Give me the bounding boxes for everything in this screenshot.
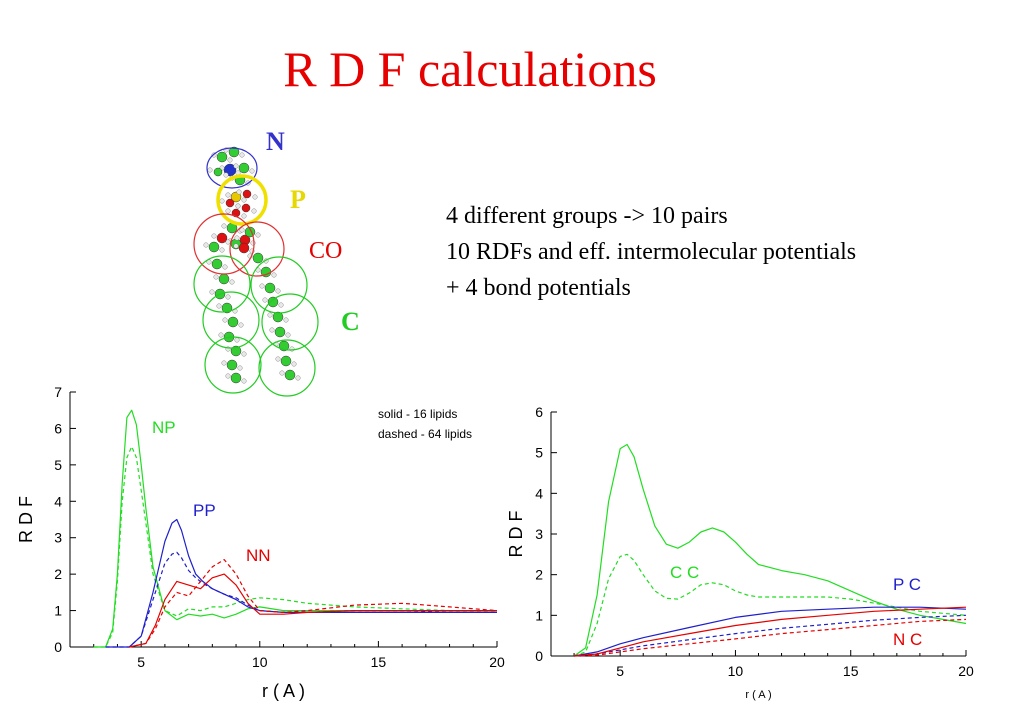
x-tick-label: 20 [489,654,505,670]
x-tick-label: 5 [137,654,145,670]
y-tick-label: 2 [535,567,543,583]
x-tick-label: 10 [728,663,744,679]
y-tick-label: 5 [535,445,543,461]
chart-marks [573,443,967,657]
y-tick-label: 6 [54,420,62,436]
chart-labels: r ( A ) R D F C C P C N C [506,511,922,702]
y-tick-label: 1 [54,603,62,619]
series-line-nn-dashed [129,558,498,648]
series-line-n-c-dashed [574,618,967,657]
series-label-c-c: C C [670,563,699,582]
chart-axes: 0 1 2 3 4 5 6 7 5 10 15 20 [54,384,505,670]
x-tick-label: 15 [843,663,859,679]
bullet-item: 4 different groups -> 10 pairs [446,203,728,229]
annotation-dashed: dashed - 64 lipids [378,427,472,441]
y-tick-label: 3 [535,526,543,542]
x-tick-label: 15 [371,654,387,670]
y-tick-label: 2 [54,566,62,582]
y-tick-label: 1 [535,607,543,623]
bullet-item: + 4 bond potentials [446,275,631,301]
y-axis-label: R D F [16,496,36,543]
series-label-p-c: P C [893,575,921,594]
slide-title: R D F calculations [283,41,657,97]
annotation-solid: solid - 16 lipids [378,407,457,421]
chart-axes: 0 1 2 3 4 5 6 5 10 15 20 [535,404,974,679]
series-line-c-c-solid [573,443,967,657]
series-line-np-dashed [93,446,497,648]
series-label-n-c: N C [893,630,922,649]
series-line-p-c-dashed [574,614,967,657]
x-axis-label: r ( A ) [745,689,771,701]
series-line-n-c-solid [574,606,967,657]
series-line-nn-solid [129,573,497,648]
series-label-np: NP [152,418,176,437]
series-label-pp: PP [193,501,216,520]
y-tick-label: 0 [54,639,62,655]
series-line-p-c-solid [573,606,967,657]
x-axis-label: r ( A ) [262,681,305,701]
y-tick-label: 4 [535,485,543,501]
series-label-nn: NN [246,546,271,565]
x-tick-label: 20 [958,663,974,679]
chart-labels: r ( A ) R D F NP PP NN [16,418,305,701]
y-tick-label: 5 [54,457,62,473]
y-tick-label: 0 [535,648,543,664]
y-tick-label: 4 [54,493,62,509]
series-line-c-c-dashed [573,553,967,657]
y-axis-label: R D F [506,511,526,558]
bullet-item: 10 RDFs and eff. intermolecular potentia… [446,239,857,265]
x-tick-label: 5 [616,663,624,679]
x-tick-label: 10 [252,654,268,670]
bullet-list: 4 different groups -> 10 pairs 10 RDFs a… [446,198,856,306]
y-tick-label: 6 [535,404,543,420]
series-line-pp-solid [105,518,497,648]
y-tick-label: 7 [54,384,62,400]
chart-marks [93,409,498,648]
y-tick-label: 3 [54,530,62,546]
